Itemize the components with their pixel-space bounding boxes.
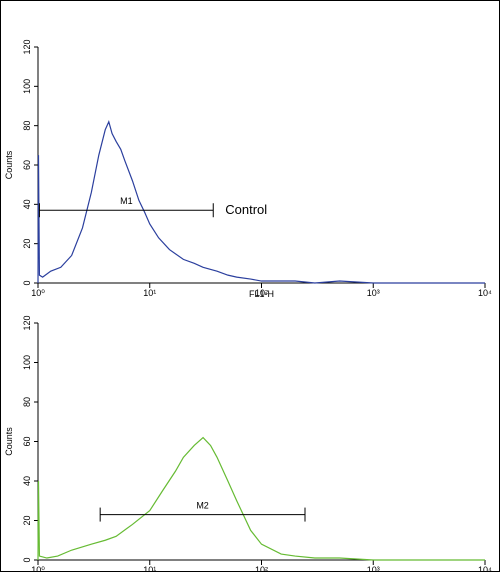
y-tick-label: 120 [22, 39, 32, 54]
x-tick-label: 10³ [367, 288, 380, 298]
y-tick-label: 60 [22, 160, 32, 170]
y-tick-label: 40 [22, 199, 32, 209]
histogram-line [37, 119, 485, 284]
x-tick-label: 10⁴ [478, 288, 492, 298]
gate-label: M1 [120, 196, 133, 206]
x-tick-label: 10⁰ [31, 565, 45, 572]
y-axis-label: Counts [4, 427, 14, 456]
annotation: Control [225, 202, 267, 217]
x-tick-label: 10¹ [143, 565, 156, 572]
y-tick-label: 20 [22, 515, 32, 525]
y-tick-label: 100 [22, 355, 32, 370]
x-tick-label: 10² [255, 288, 268, 298]
x-tick-label: 10⁰ [31, 288, 45, 298]
y-tick-label: 0 [22, 280, 32, 285]
y-tick-label: 20 [22, 239, 32, 249]
x-tick-label: 10³ [367, 565, 380, 572]
y-tick-label: 100 [22, 79, 32, 94]
x-axis-label: FL1-H [249, 289, 274, 299]
y-tick-label: 0 [22, 557, 32, 562]
y-tick-label: 60 [22, 436, 32, 446]
y-axis-label: Counts [4, 150, 14, 179]
x-tick-label: 10⁴ [478, 565, 492, 572]
x-tick-label: 10² [255, 565, 268, 572]
histogram-line [37, 436, 485, 561]
gate-label: M2 [196, 501, 209, 511]
y-tick-label: 80 [22, 397, 32, 407]
y-tick-label: 40 [22, 476, 32, 486]
y-tick-label: 80 [22, 121, 32, 131]
y-tick-label: 120 [22, 315, 32, 330]
x-tick-label: 10¹ [143, 288, 156, 298]
